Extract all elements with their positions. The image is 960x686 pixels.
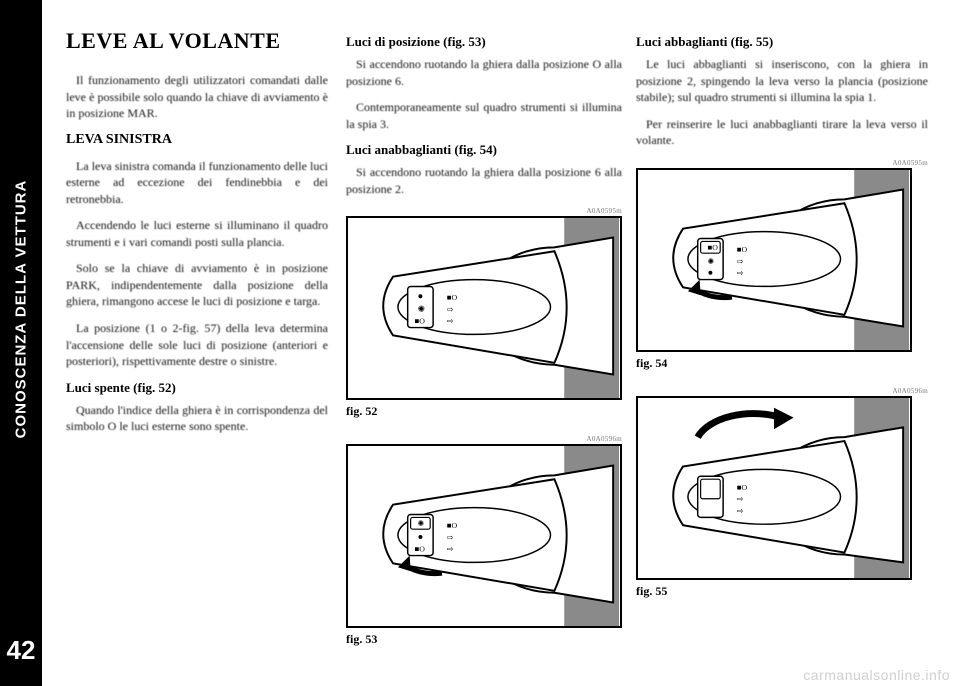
fig54-code: A0A0595m (636, 159, 928, 167)
fig52-code: A0A0595m (346, 207, 622, 215)
svg-text:⇨: ⇨ (737, 268, 744, 277)
highbeam-heading: Luci abbaglianti (fig. 55) (636, 34, 928, 50)
svg-text:✺: ✺ (417, 519, 424, 528)
text-column-1: LEVE AL VOLANTE Il funzionamento degli u… (66, 28, 346, 666)
fig52-label: fig. 52 (346, 404, 622, 419)
highbeam-p1: Le luci abbaglianti si inseriscono, con … (636, 56, 928, 106)
stalk-diagram-52: ✺ ■O ■O ⇨ ⇨ (348, 218, 620, 398)
figure-54: ■O ✺ ■O ⇨ ⇨ (636, 168, 912, 352)
section-label: CONOSCENZA DELLA VETTURA (13, 179, 30, 438)
figure-55: ■O ⇨ ⇨ (636, 396, 912, 580)
stalk-diagram-55: ■O ⇨ ⇨ (638, 398, 910, 578)
svg-text:✺: ✺ (707, 257, 714, 266)
svg-text:⇨: ⇨ (447, 305, 454, 314)
svg-text:⇨: ⇨ (737, 257, 744, 266)
figure-52: ✺ ■O ■O ⇨ ⇨ (346, 216, 622, 400)
fig54-label: fig. 54 (636, 356, 928, 371)
left-lever-heading: LEVA SINISTRA (66, 132, 328, 148)
svg-text:⇨: ⇨ (447, 533, 454, 542)
fig53-code: A0A0596m (346, 435, 622, 443)
position-lights-p2: Contemporaneamente sul quadro strumenti … (346, 99, 622, 132)
lights-off-heading: Luci spente (fig. 52) (66, 380, 328, 396)
svg-text:✺: ✺ (417, 304, 425, 314)
watermark: carmanualsonline.info (803, 667, 950, 683)
svg-text:■O: ■O (415, 317, 426, 326)
p1: La leva sinistra comanda il funzionament… (66, 158, 328, 208)
figure-53: ✺ ■O ■O ⇨ ⇨ (346, 444, 622, 628)
svg-text:■O: ■O (447, 293, 458, 302)
position-lights-heading: Luci di posizione (fig. 53) (346, 34, 622, 50)
p2: Accendendo le luci esterne si illuminano… (66, 217, 328, 250)
page-title: LEVE AL VOLANTE (66, 28, 328, 54)
manual-page: CONOSCENZA DELLA VETTURA 42 LEVE AL VOLA… (0, 0, 960, 686)
svg-text:■O: ■O (737, 245, 748, 254)
svg-text:■O: ■O (737, 483, 748, 492)
fig53-label: fig. 53 (346, 632, 622, 647)
svg-text:⇨: ⇨ (447, 317, 454, 326)
page-number: 42 (7, 635, 36, 666)
p4: La posizione (1 o 2-fig. 57) della leva … (66, 320, 328, 370)
svg-text:■O: ■O (415, 545, 426, 554)
stalk-diagram-53: ✺ ■O ■O ⇨ ⇨ (348, 446, 620, 626)
page-spine: CONOSCENZA DELLA VETTURA 42 (0, 0, 42, 686)
text-column-2: Luci di posizione (fig. 53) Si accendono… (346, 28, 636, 666)
lowbeam-heading: Luci anabbaglianti (fig. 54) (346, 142, 622, 158)
position-lights-p1: Si accendono ruotando la ghiera dalla po… (346, 56, 622, 89)
figure-area-col3: A0A0595m ■O ✺ ■O ⇨ ⇨ (636, 159, 928, 599)
intro-paragraph: Il funzionamento degli utilizzatori coma… (66, 72, 328, 122)
svg-text:⇨: ⇨ (447, 545, 454, 554)
svg-text:⇨: ⇨ (737, 494, 744, 503)
fig55-label: fig. 55 (636, 584, 928, 599)
figure-area-col2: A0A0595m ✺ ■O ■O ⇨ ⇨ (346, 207, 622, 647)
highbeam-p2: Per reinserire le luci anabbaglianti tir… (636, 116, 928, 149)
p3: Solo se la chiave di avviamento è in pos… (66, 260, 328, 310)
text-column-3: Luci abbaglianti (fig. 55) Le luci abbag… (636, 28, 928, 666)
lights-off-paragraph: Quando l'indice della ghiera è in corris… (66, 402, 328, 435)
svg-text:⇨: ⇨ (737, 506, 744, 515)
lowbeam-p: Si accendono ruotando la ghiera dalla po… (346, 164, 622, 197)
svg-text:■O: ■O (447, 521, 458, 530)
svg-text:■O: ■O (707, 243, 718, 252)
fig55-code: A0A0596m (636, 387, 928, 395)
page-content: LEVE AL VOLANTE Il funzionamento degli u… (42, 0, 960, 686)
stalk-diagram-54: ■O ✺ ■O ⇨ ⇨ (638, 170, 910, 350)
